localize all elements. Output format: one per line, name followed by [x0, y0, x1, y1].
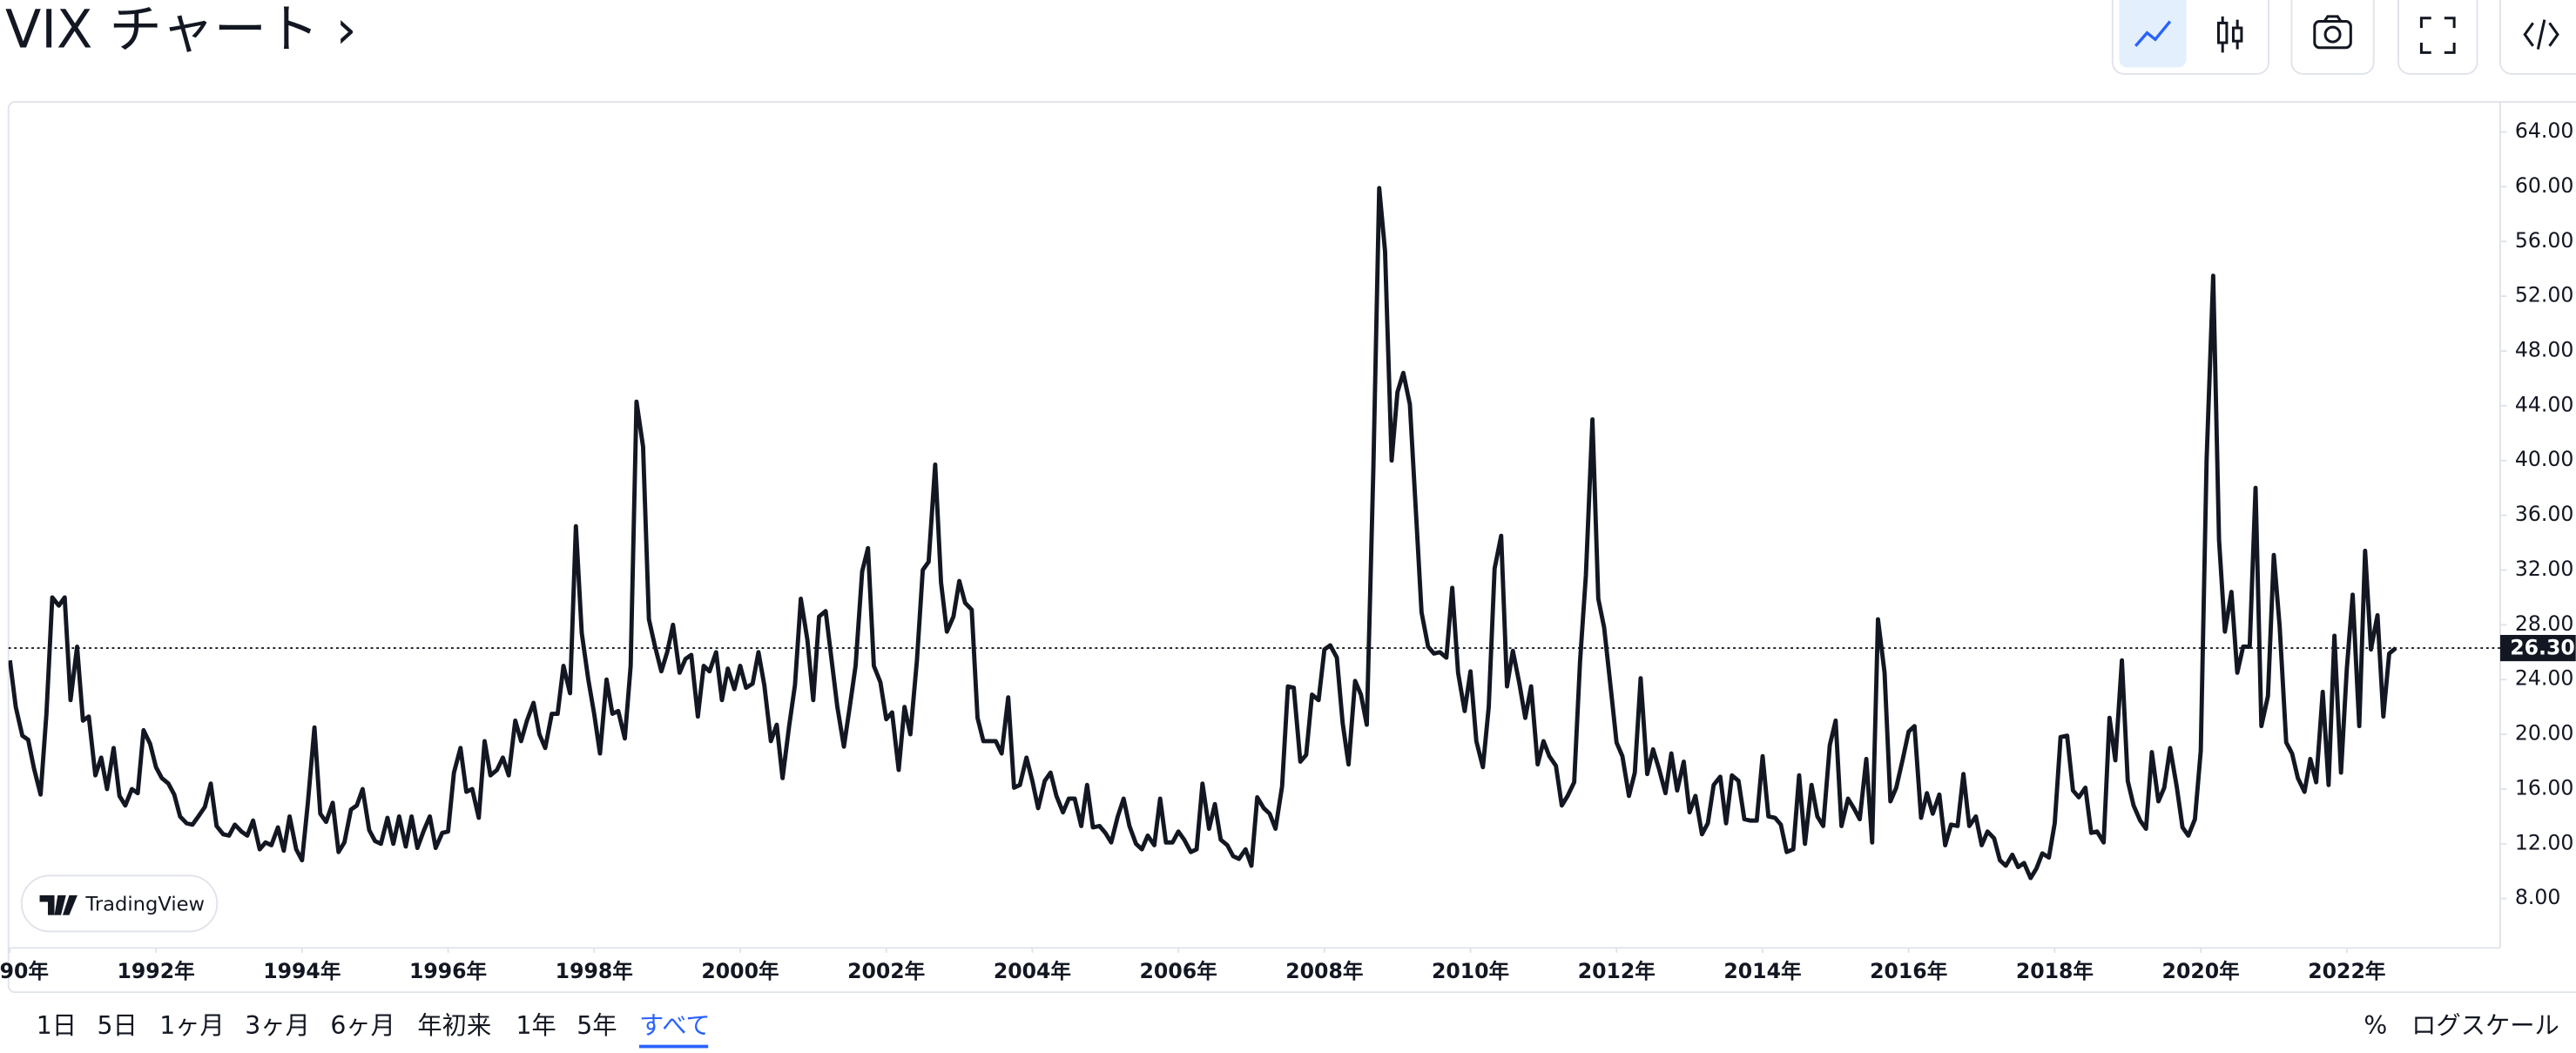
range-button[interactable]: 1年	[516, 1011, 556, 1040]
chart-frame	[7, 100, 2576, 994]
snapshot-button[interactable]	[2290, 0, 2375, 75]
watermark-text: TradingView	[84, 894, 205, 916]
x-tick-label: 2014年	[1723, 959, 1801, 983]
y-tick-label: 16.00	[2515, 775, 2573, 800]
x-tick-label: 1994年	[263, 959, 341, 983]
x-tick-label: 2022年	[2308, 959, 2385, 983]
price-line	[8, 186, 2397, 881]
range-button[interactable]: 5日	[98, 1011, 138, 1040]
x-tick-label: 1992年	[118, 959, 195, 983]
y-tick-label: 24.00	[2515, 666, 2573, 691]
tv-logo	[39, 894, 78, 915]
range-button[interactable]: 6ヶ月	[330, 1011, 395, 1040]
range-button[interactable]: 1ヶ月	[159, 1011, 225, 1040]
range-button[interactable]: 5年	[577, 1011, 617, 1040]
line-chart-button[interactable]	[2119, 0, 2187, 68]
fullscreen-button[interactable]	[2397, 0, 2478, 75]
y-tick-label: 12.00	[2515, 830, 2573, 854]
y-tick-label: 36.00	[2515, 502, 2573, 526]
x-tick-label: 2006年	[1140, 959, 1217, 983]
x-tick-label: 2010年	[1432, 959, 1509, 983]
x-tick-label: 2000年	[701, 959, 779, 983]
last-price-box	[2499, 634, 2576, 662]
y-tick-label: 32.00	[2515, 557, 2573, 581]
y-tick-label: 64.00	[2515, 118, 2573, 143]
y-tick-label: 20.00	[2515, 721, 2573, 746]
embed-button[interactable]	[2499, 0, 2576, 75]
candle-button[interactable]	[2216, 16, 2243, 53]
range-button[interactable]: 3ヶ月	[245, 1011, 310, 1040]
x-tick-label: 1996年	[409, 959, 487, 983]
x-tick-label: 2002年	[847, 959, 925, 983]
scale-option[interactable]: %	[2364, 1011, 2387, 1040]
y-tick-label: 48.00	[2515, 338, 2573, 362]
y-tick-label: 44.00	[2515, 392, 2573, 416]
range-bar: 1日 5日 1ヶ月 3ヶ月 6ヶ月 年初来 1年 5年 すべて% ログスケール	[37, 1011, 2559, 1049]
y-tick-label: 40.00	[2515, 447, 2573, 471]
x-tick-label: 1990年	[0, 959, 49, 983]
x-tick-label: 2004年	[994, 959, 1071, 983]
axes: 8.00 12.00 16.00 20.00 24.00 28.00 32.00 36.00 4…	[0, 118, 2576, 983]
y-tick-label: 60.00	[2515, 173, 2573, 198]
page-title[interactable]: VIX チャート ›	[5, 0, 357, 60]
embed-icon	[2523, 19, 2559, 50]
x-tick-label: 2018年	[2016, 959, 2094, 983]
x-tick-label: 2020年	[2162, 959, 2240, 983]
line-icon	[2134, 20, 2172, 47]
x-tick-label: 2016年	[1870, 959, 1947, 983]
x-tick-label: 1998年	[556, 959, 633, 983]
plot-area	[8, 186, 2500, 881]
y-tick-label: 56.00	[2515, 228, 2573, 253]
range-button[interactable]: 1日	[37, 1011, 77, 1040]
range-button[interactable]: 年初来	[417, 1011, 491, 1040]
range-button[interactable]: すべて	[639, 1011, 711, 1040]
camera-icon	[2313, 15, 2352, 50]
y-tick-label: 8.00	[2515, 885, 2560, 909]
last-price-label: 26.30	[2510, 636, 2575, 660]
scale-option[interactable]: ログスケール	[2411, 1011, 2559, 1040]
watermark-pill[interactable]	[20, 874, 219, 933]
y-tick-label: 28.00	[2515, 611, 2573, 636]
fullscreen-icon	[2419, 17, 2456, 54]
x-tick-label: 2008年	[1285, 959, 1363, 983]
y-tick-label: 52.00	[2515, 283, 2573, 307]
x-tick-label: 2012年	[1578, 959, 1656, 983]
